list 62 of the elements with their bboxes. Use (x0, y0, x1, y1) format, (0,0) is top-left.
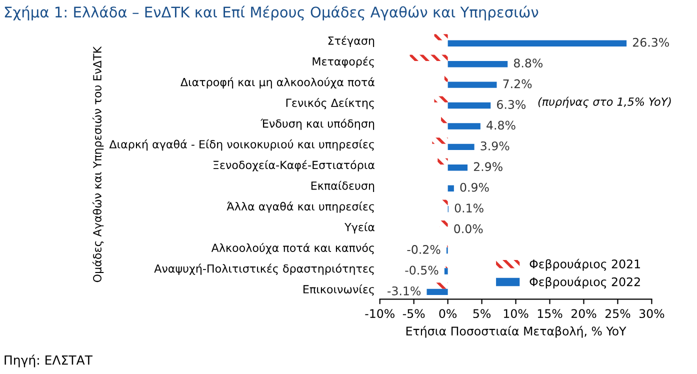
bar (434, 96, 448, 102)
data-label: 4.8% (486, 120, 516, 130)
data-label: -0.5% (405, 266, 438, 275)
bar (448, 82, 497, 88)
x-axis-title: Ετήσια Ποσοστιαία Μεταβολή, % YoY (406, 326, 626, 338)
y-tick-label: Ένδυση και υπόδηση (260, 118, 374, 130)
x-tick-label: 25% (605, 309, 630, 318)
x-tick-label: 5% (473, 309, 491, 318)
data-label: 3.9% (480, 141, 510, 150)
bar (441, 116, 448, 124)
bar (448, 164, 468, 171)
bar (426, 288, 448, 296)
chart-title: Σχήμα 1: Ελλάδα – ΕνΔΤΚ και Επί Μέρους Ομάδες Αγαθών και Υπηρεσιών (4, 6, 538, 20)
bar (448, 102, 491, 109)
x-tick-label: -10% (365, 309, 394, 318)
y-tick-label: Άλλα αγαθά και υπηρεσίες (226, 202, 374, 213)
y-tick-label: Διαρκή αγαθά - Είδη νοικοκυριού και υπηρεσίες (109, 139, 374, 151)
data-label: 0.1% (454, 204, 484, 213)
bar (444, 75, 448, 82)
y-tick-label: Επικοινωνίες (304, 284, 374, 296)
y-tick-label: Μεταφορές (312, 56, 374, 68)
bar (444, 268, 448, 274)
data-label: 8.8% (514, 58, 543, 68)
y-tick-label: Αναψυχή-Πολιτιστικές δραστηριότητες (154, 264, 374, 275)
y-tick-label: Αλκοολούχα ποτά και καπνός (211, 242, 374, 254)
data-label: -0.2% (407, 245, 440, 254)
bar (436, 282, 448, 289)
bar (440, 220, 448, 227)
annotation: (πυρήνας στο 1,5% YoY) (538, 96, 671, 108)
legend-label: Φεβρουάριος 2022 (530, 276, 640, 289)
data-label: 2.9% (474, 162, 502, 172)
x-tick-label: 15% (538, 309, 562, 318)
bar (434, 34, 448, 40)
data-label: -3.1% (388, 286, 421, 296)
bar (432, 138, 448, 144)
bar (438, 158, 448, 165)
y-tick-label: Διατροφή και μη αλκοολούχα ποτά (180, 77, 374, 88)
y-tick-label: Γενικός Δείκτης (286, 98, 374, 110)
x-tick-label: 0% (439, 309, 457, 318)
x-tick-label: 10% (504, 309, 528, 318)
bar (448, 60, 508, 68)
legend-label: Φεβρουάριος 2021 (530, 258, 640, 271)
x-tick-label: -5% (402, 309, 425, 318)
bar (441, 200, 448, 206)
bar (448, 144, 474, 150)
y-axis-title: Ομάδες Αγαθών και Υπηρεσιών του ΕνΔΤΚ (92, 46, 104, 282)
text: Πηγή: ΕΛΣΤΑΤ (4, 354, 93, 368)
y-tick-label: Στέγαση (328, 36, 374, 48)
data-label: 0.9% (460, 182, 489, 192)
data-label: 6.3% (497, 100, 526, 109)
x-tick-label: 30% (639, 309, 664, 318)
data-label: 0.0% (454, 224, 483, 234)
y-tick-label: Υγεία (344, 222, 374, 234)
data-label: 7.2% (503, 79, 532, 88)
bar (448, 185, 454, 192)
y-tick-label: Ξενοδοχεία-Καφέ-Εστιατόρια (214, 160, 374, 172)
bar (410, 54, 448, 61)
bar (448, 40, 627, 46)
y-tick-label: Εκπαίδευση (311, 180, 374, 192)
data-label: 26.3% (632, 38, 669, 47)
bar (448, 123, 480, 130)
x-tick-label: 20% (571, 309, 596, 318)
